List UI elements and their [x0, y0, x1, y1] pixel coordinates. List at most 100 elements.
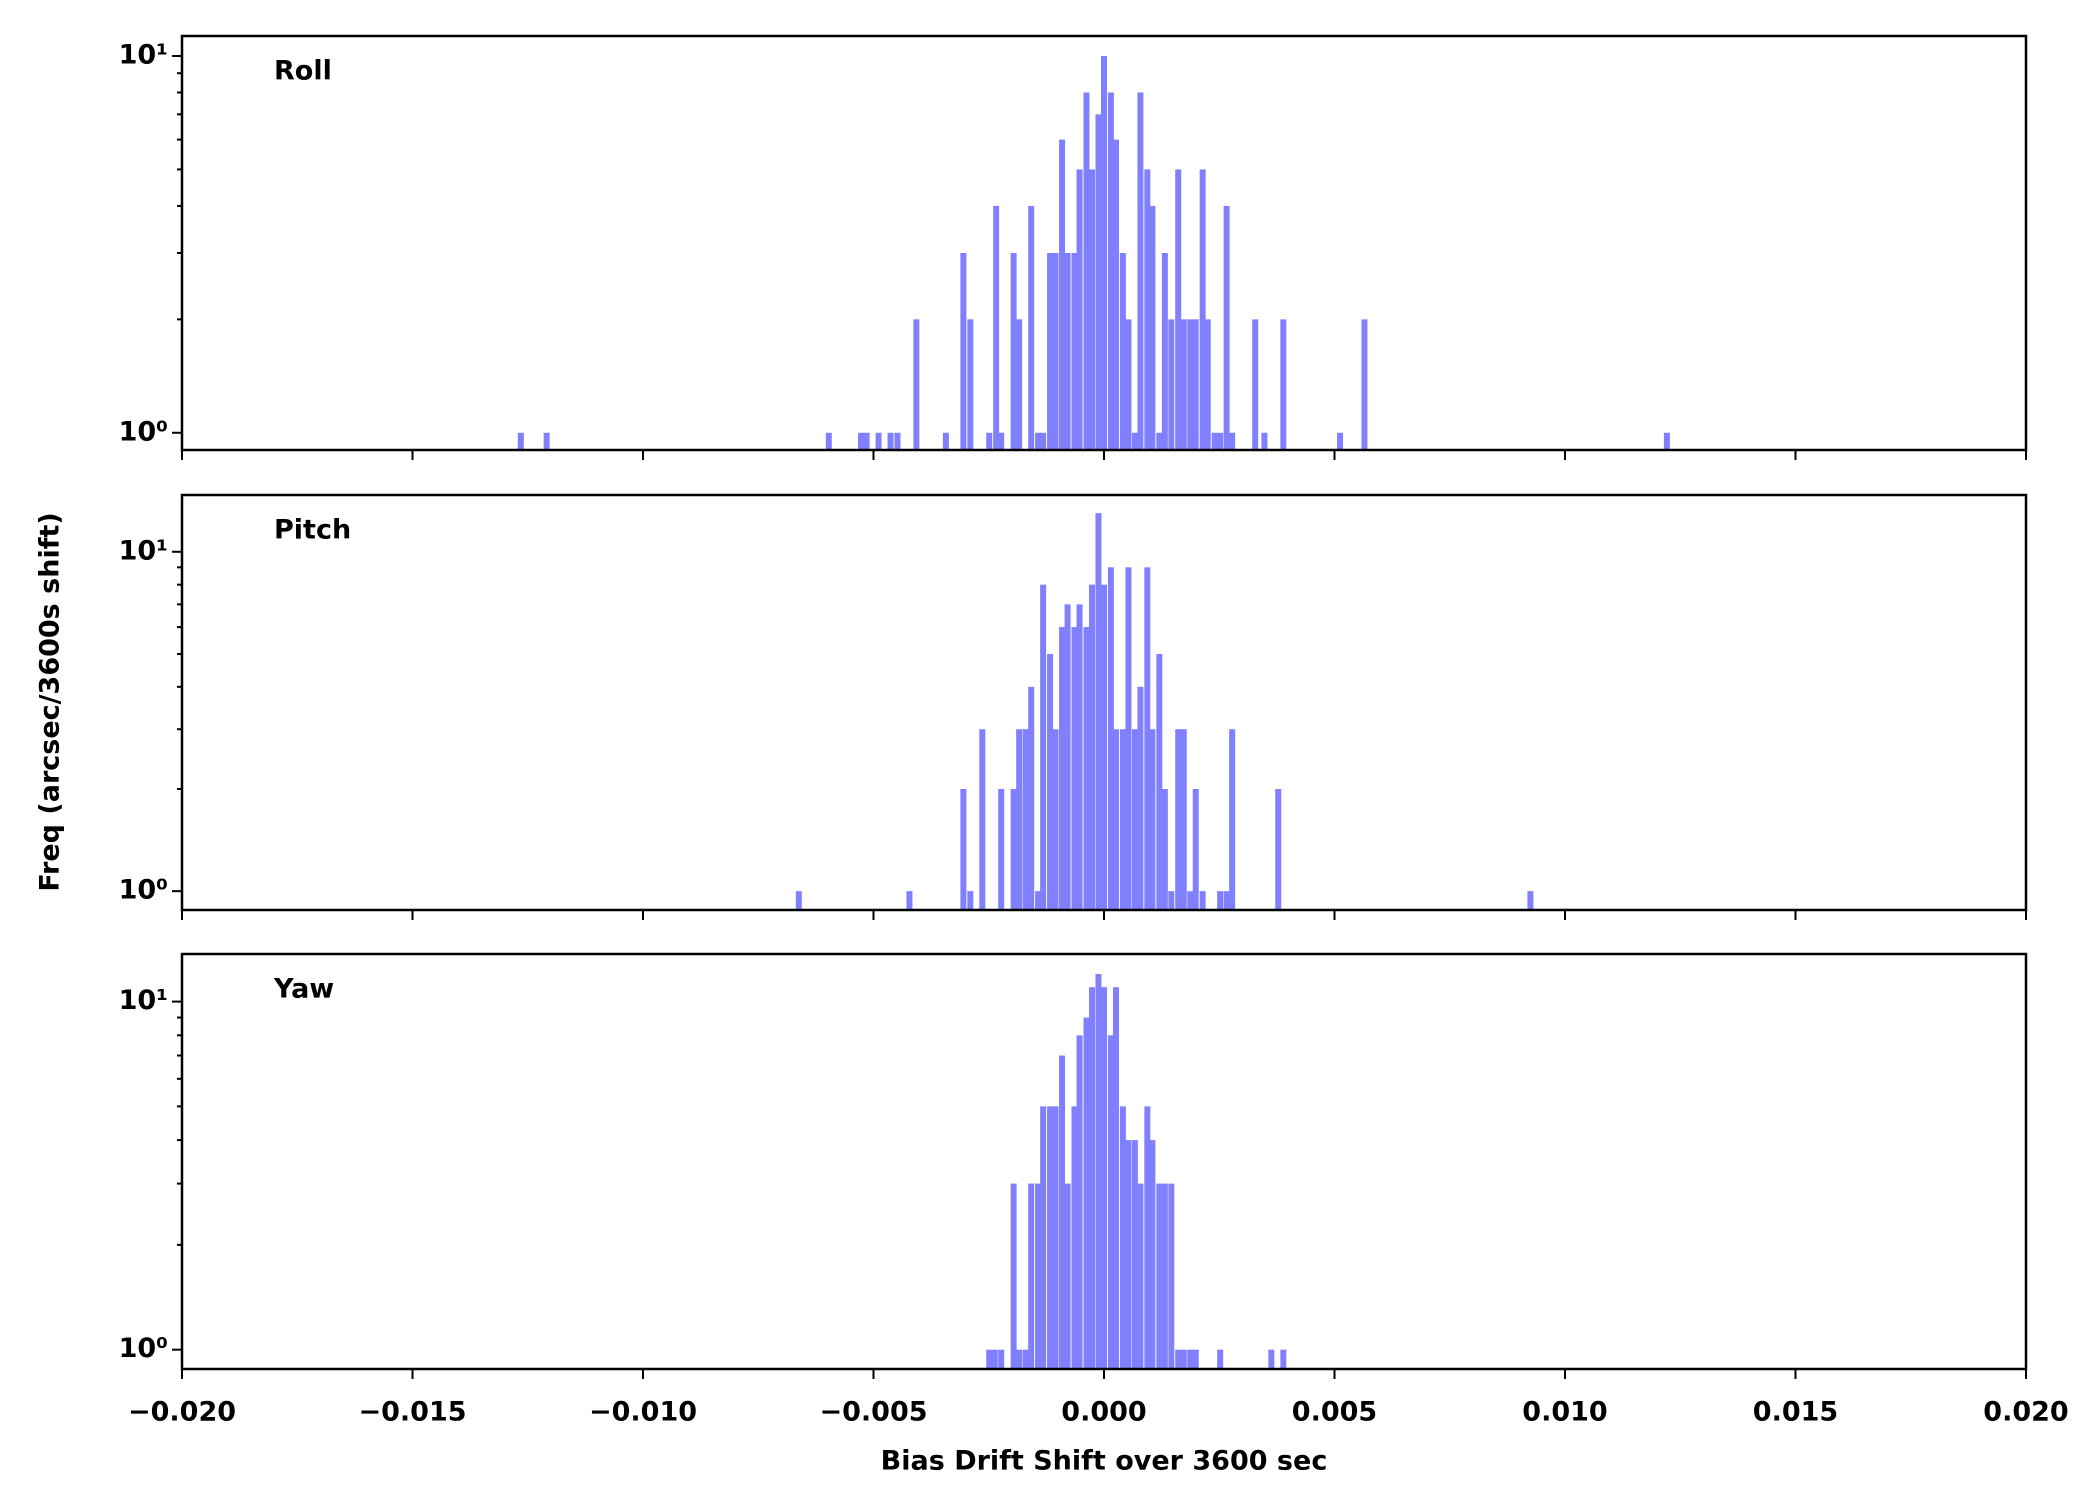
bar	[1125, 319, 1132, 450]
bar	[1059, 139, 1066, 450]
bar	[1016, 729, 1023, 910]
bar	[1161, 788, 1168, 910]
bar	[1064, 252, 1071, 450]
bar	[875, 432, 882, 450]
bar	[913, 319, 920, 450]
bar	[1010, 788, 1017, 910]
bar	[1035, 1183, 1042, 1369]
bar	[1211, 432, 1218, 450]
x-tick-label: −0.010	[589, 1397, 697, 1428]
bar	[1071, 627, 1078, 910]
bar	[1095, 974, 1102, 1369]
bar	[1527, 891, 1534, 910]
bar	[1261, 432, 1268, 450]
bar	[998, 788, 1005, 910]
bar	[1119, 252, 1126, 450]
bar	[1217, 432, 1224, 450]
bar	[967, 319, 974, 450]
panel-label: Yaw	[273, 974, 334, 1005]
bar	[1010, 1183, 1017, 1369]
bar	[517, 432, 524, 450]
bar	[1052, 1106, 1059, 1369]
bar	[1156, 1183, 1163, 1369]
x-tick-label: 0.005	[1292, 1397, 1377, 1428]
bar	[1089, 987, 1096, 1369]
bar	[1010, 252, 1017, 450]
bar	[1192, 1349, 1199, 1369]
bar	[1119, 1106, 1126, 1369]
bar	[1223, 205, 1230, 450]
bar	[1076, 1035, 1083, 1369]
bar	[1028, 205, 1035, 450]
bar	[1137, 686, 1144, 910]
bar	[967, 891, 974, 910]
bar	[1022, 729, 1029, 910]
bar	[1052, 252, 1059, 450]
bar	[1125, 1140, 1132, 1369]
bar	[986, 432, 993, 450]
bar	[1083, 627, 1090, 910]
bar	[1112, 139, 1119, 450]
bar	[1144, 1106, 1151, 1369]
bar	[1076, 169, 1083, 450]
bar	[894, 432, 901, 450]
bar	[1059, 627, 1066, 910]
y-axis-label: Freq (arcsec/3600s shift)	[35, 512, 66, 891]
bar	[1192, 788, 1199, 910]
bar	[795, 891, 802, 910]
x-tick-label: 0.000	[1061, 1397, 1146, 1428]
bar	[1204, 319, 1211, 450]
bar	[1035, 432, 1042, 450]
bar	[1083, 92, 1090, 450]
bar	[1125, 567, 1132, 910]
bar	[1663, 432, 1670, 450]
bar	[1149, 205, 1156, 450]
bar	[1035, 891, 1042, 910]
bar	[906, 891, 913, 910]
bar	[1028, 1183, 1035, 1369]
y-tick-label: 10⁰	[119, 416, 168, 447]
bar	[1180, 319, 1187, 450]
bar	[1161, 252, 1168, 450]
bar	[1112, 729, 1119, 910]
bar	[1156, 653, 1163, 910]
panel-label: Pitch	[274, 515, 351, 546]
bar	[1280, 319, 1287, 450]
bar	[1064, 604, 1071, 910]
bar	[1040, 1106, 1047, 1369]
bar	[1076, 604, 1083, 910]
bar	[1175, 169, 1182, 450]
bar	[960, 788, 967, 910]
bar	[1131, 1140, 1138, 1369]
y-tick-label: 10¹	[119, 985, 168, 1016]
bar	[543, 432, 550, 450]
bar	[825, 432, 832, 450]
bar	[1040, 584, 1047, 910]
bar	[1028, 686, 1035, 910]
bar	[1175, 729, 1182, 910]
plot-frame	[180, 34, 2028, 452]
bar	[1187, 891, 1194, 910]
bar	[1107, 567, 1114, 910]
bar	[1149, 729, 1156, 910]
bar	[1016, 319, 1023, 450]
bar	[1161, 1183, 1168, 1369]
bar	[979, 729, 986, 910]
bar	[1217, 1349, 1224, 1369]
bar	[1252, 319, 1259, 450]
bar	[1047, 653, 1054, 910]
bar	[1168, 1183, 1175, 1369]
bar	[1175, 1349, 1182, 1369]
bar	[1144, 567, 1151, 910]
bar	[1071, 1106, 1078, 1369]
bar	[1071, 252, 1078, 450]
bar	[1199, 891, 1206, 910]
bar	[1047, 252, 1054, 450]
bar	[1180, 1349, 1187, 1369]
x-tick-label: 0.020	[1983, 1397, 2068, 1428]
bar	[991, 1349, 998, 1369]
bar	[1137, 1183, 1144, 1369]
bar	[986, 1349, 993, 1369]
bar	[1268, 1349, 1275, 1369]
bar	[1083, 1017, 1090, 1369]
